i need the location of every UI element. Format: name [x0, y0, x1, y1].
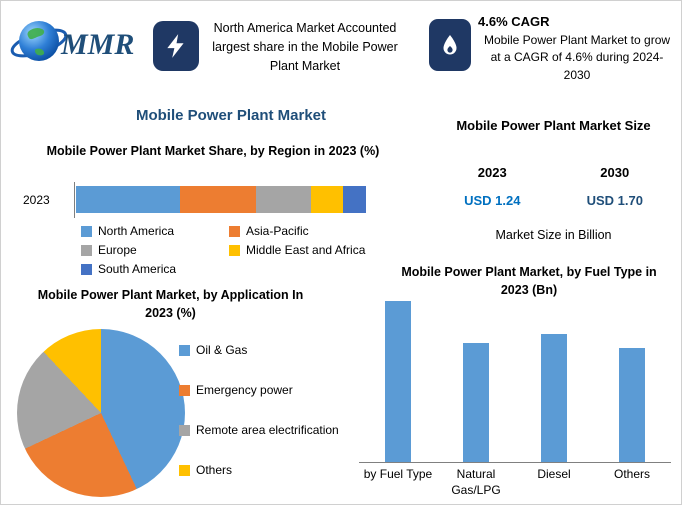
cagr-text: Mobile Power Plant Market to grow at a C…: [483, 33, 671, 82]
region-stacked-bar: [76, 186, 366, 213]
fuel-bar-label-natural-gas-lpg: Natural Gas/LPG: [451, 467, 501, 497]
lightning-icon: [167, 34, 184, 58]
lightning-icon-box: [153, 21, 199, 71]
legend-item-north-america: North America: [81, 224, 229, 238]
legend-swatch: [229, 244, 240, 256]
fuel-bar-col-others: [593, 291, 671, 462]
flame-icon: [443, 35, 457, 55]
legend-label: Middle East and Africa: [246, 243, 366, 257]
cagr-callout: 4.6% CAGR Mobile Power Plant Market to g…: [478, 14, 676, 84]
legend-label: Europe: [98, 243, 137, 257]
application-legend: Oil & Gas Emergency power Remote area elec…: [179, 343, 339, 477]
fuel-bar-col-by-fuel-type: [359, 291, 437, 462]
application-chart-title: Mobile Power Plant Market, by Applicatio…: [37, 288, 304, 320]
market-size-years: 2023 2030: [431, 165, 676, 180]
fuel-chart-title: Mobile Power Plant Market, by Fuel Type …: [401, 265, 657, 297]
legend-label: Oil & Gas: [196, 343, 248, 357]
region-segment-south-america: [342, 186, 366, 213]
legend-item-oil-gas: Oil & Gas: [179, 343, 339, 357]
region-segment-europe: [255, 186, 311, 213]
market-size-title: Mobile Power Plant Market Size: [456, 118, 651, 133]
legend-label: Emergency power: [196, 383, 293, 397]
fuel-bar-natural-gas-lpg: [463, 343, 489, 462]
fuel-bar-others: [619, 348, 645, 462]
application-pie: [17, 329, 185, 497]
region-segment-middle-east-and-africa: [310, 186, 343, 213]
fuel-bar-label-by-fuel-type: by Fuel Type: [363, 467, 433, 481]
legend-label: Others: [196, 463, 233, 477]
legend-swatch: [81, 225, 92, 237]
legend-label: Asia-Pacific: [246, 224, 309, 238]
fuel-bar-label-others: Others: [613, 467, 650, 481]
legend-swatch: [81, 263, 92, 275]
fuel-bar-col-diesel: [515, 291, 593, 462]
legend-item-others: Others: [179, 463, 339, 477]
region-legend: North America Asia-Pacific Europe Middle Ea…: [81, 224, 381, 276]
legend-label: South America: [98, 262, 177, 276]
legend-item-europe: Europe: [81, 243, 229, 257]
legend-label: North America: [98, 224, 175, 238]
year-2030: 2030: [600, 165, 630, 180]
region-axis-line: [74, 182, 75, 218]
legend-swatch: [179, 344, 190, 356]
fuel-bar-label-diesel: Diesel: [537, 467, 571, 481]
region-segment-asia-pacific: [180, 186, 256, 213]
page-title: Mobile Power Plant Market: [135, 107, 327, 124]
legend-swatch: [179, 384, 190, 396]
legend-item-south-america: South America: [81, 262, 229, 276]
fuel-bar-diesel: [541, 333, 567, 462]
market-size-values: USD 1.24 USD 1.70: [431, 193, 676, 208]
globe-icon: MMR: [10, 21, 134, 61]
legend-item-emergency-power: Emergency power: [179, 383, 339, 397]
region-category-label: 2023: [23, 193, 50, 207]
legend-swatch: [179, 424, 190, 436]
mmr-logo: MMR: [9, 7, 149, 83]
fuel-bar-plot: [359, 291, 671, 463]
fuel-bar-col-natural-gas-lpg: [437, 291, 515, 462]
share-callout-text: North America Market Accounted largest s…: [212, 21, 398, 73]
fuel-bar-by-fuel-type: [385, 300, 411, 462]
logo-text: MMR: [60, 28, 134, 61]
market-size-subtitle: Market Size in Billion: [495, 228, 612, 242]
year-2023: 2023: [477, 165, 507, 180]
legend-label: Remote area electrification: [196, 423, 339, 437]
legend-swatch: [229, 225, 240, 237]
legend-item-asia-pacific: Asia-Pacific: [229, 224, 381, 238]
region-chart-title: Mobile Power Plant Market Share, by Regi…: [46, 144, 380, 158]
cagr-heading: 4.6% CAGR: [478, 14, 550, 29]
region-segment-north-america: [76, 186, 181, 213]
legend-item-remote-area-electrification: Remote area electrification: [179, 423, 339, 437]
flame-icon-box: [429, 19, 471, 71]
value-2023: USD 1.24: [464, 193, 521, 208]
legend-swatch: [81, 244, 92, 256]
legend-swatch: [179, 464, 190, 476]
value-2030: USD 1.70: [586, 193, 643, 208]
legend-item-middle-east-and-africa: Middle East and Africa: [229, 243, 381, 257]
fuel-bar-labels: by Fuel Type Natural Gas/LPG Diesel Others: [359, 467, 671, 498]
